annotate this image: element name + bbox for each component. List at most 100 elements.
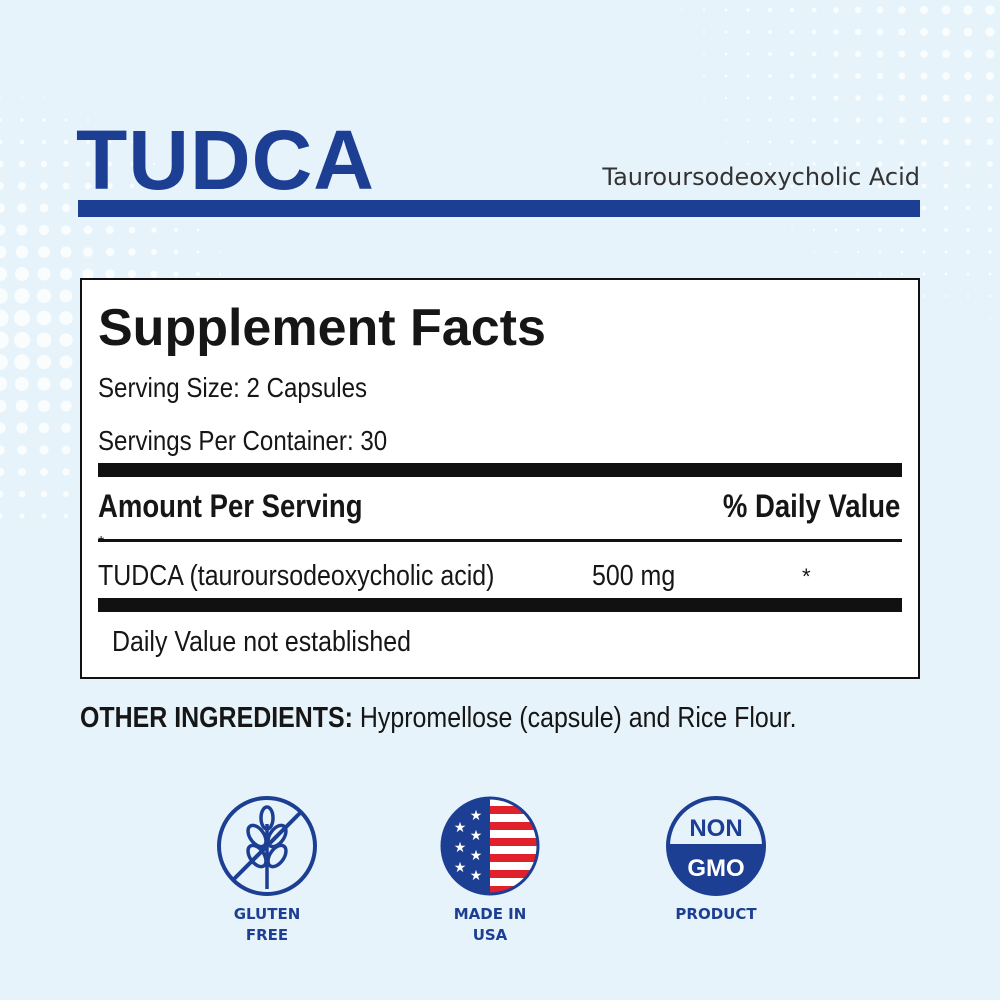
dot bbox=[965, 205, 971, 211]
dot bbox=[921, 183, 927, 189]
dot bbox=[40, 160, 48, 168]
dot bbox=[811, 7, 817, 13]
dot bbox=[833, 139, 839, 145]
ingredient-amount: 500 mg bbox=[592, 560, 676, 592]
facts-heading: Supplement Facts bbox=[98, 299, 546, 357]
dot bbox=[922, 272, 926, 276]
dot bbox=[63, 513, 69, 519]
dot bbox=[855, 139, 861, 145]
dot bbox=[876, 6, 884, 14]
dot bbox=[854, 28, 862, 36]
dot bbox=[834, 228, 838, 232]
dot bbox=[702, 8, 706, 12]
dot bbox=[40, 468, 48, 476]
dot bbox=[36, 332, 52, 348]
dot bbox=[921, 205, 927, 211]
dot bbox=[61, 445, 71, 455]
dot bbox=[746, 118, 750, 122]
dot bbox=[703, 97, 705, 99]
dot bbox=[64, 118, 68, 122]
dot bbox=[857, 273, 859, 275]
dot bbox=[989, 317, 991, 319]
dot bbox=[988, 250, 992, 254]
dot bbox=[944, 272, 948, 276]
dot bbox=[85, 161, 91, 167]
dot bbox=[768, 118, 772, 122]
dot bbox=[17, 445, 27, 455]
dot bbox=[988, 294, 992, 298]
dot bbox=[811, 117, 817, 123]
badge-line: FREE bbox=[245, 926, 289, 944]
dot bbox=[83, 225, 93, 235]
dot bbox=[21, 97, 23, 99]
dot bbox=[747, 163, 749, 165]
dot bbox=[791, 229, 793, 231]
dot bbox=[702, 30, 706, 34]
dot bbox=[900, 272, 904, 276]
dot bbox=[966, 250, 970, 254]
dot bbox=[41, 513, 47, 519]
dot bbox=[941, 27, 951, 37]
dot bbox=[60, 378, 72, 390]
dot bbox=[789, 73, 795, 79]
dot bbox=[0, 139, 3, 145]
dot bbox=[963, 49, 973, 59]
dot bbox=[812, 140, 816, 144]
dot bbox=[920, 94, 928, 102]
dot bbox=[18, 468, 26, 476]
dot bbox=[174, 184, 178, 188]
dot bbox=[790, 162, 794, 166]
dot bbox=[789, 29, 795, 35]
dot bbox=[768, 52, 772, 56]
dot bbox=[920, 28, 928, 36]
dot bbox=[0, 309, 9, 327]
dot bbox=[128, 270, 136, 278]
badge-line: USA bbox=[472, 926, 508, 944]
dot bbox=[39, 445, 49, 455]
dot bbox=[768, 30, 772, 34]
dot bbox=[768, 8, 772, 12]
gluten-free-icon bbox=[217, 796, 317, 896]
svg-text:★: ★ bbox=[470, 808, 483, 824]
dot bbox=[63, 491, 69, 497]
dot bbox=[943, 139, 949, 145]
dot bbox=[964, 94, 972, 102]
dot bbox=[922, 228, 926, 232]
dot bbox=[746, 96, 750, 100]
dot bbox=[0, 118, 2, 122]
dot bbox=[811, 51, 817, 57]
dot bbox=[877, 95, 883, 101]
dot bbox=[877, 161, 883, 167]
dot bbox=[0, 467, 5, 477]
dot bbox=[921, 139, 927, 145]
dot bbox=[768, 162, 772, 166]
dot bbox=[40, 182, 48, 190]
product-subtitle: Tauroursodeoxycholic Acid bbox=[602, 163, 920, 191]
dot bbox=[942, 94, 950, 102]
dot bbox=[985, 5, 995, 15]
dot bbox=[877, 139, 883, 145]
dot bbox=[18, 490, 26, 498]
dot bbox=[61, 423, 71, 433]
dot bbox=[790, 140, 794, 144]
dot bbox=[20, 118, 24, 122]
dot bbox=[14, 288, 30, 304]
badge-line: MADE IN bbox=[453, 905, 527, 923]
dot bbox=[746, 52, 750, 56]
svg-text:★: ★ bbox=[454, 820, 467, 836]
dot bbox=[59, 311, 73, 325]
dot bbox=[790, 118, 794, 122]
dot bbox=[0, 399, 7, 413]
amount-per-serving-header: Amount Per Serving bbox=[98, 488, 363, 524]
dot bbox=[59, 355, 73, 369]
dot bbox=[15, 377, 29, 391]
dot bbox=[724, 8, 728, 12]
dot bbox=[986, 94, 994, 102]
dot bbox=[150, 270, 158, 278]
dot bbox=[790, 96, 794, 100]
dot bbox=[0, 331, 9, 349]
badge-line: PRODUCT bbox=[675, 905, 757, 923]
dot bbox=[724, 118, 728, 122]
dot bbox=[813, 251, 815, 253]
dot bbox=[0, 445, 5, 455]
